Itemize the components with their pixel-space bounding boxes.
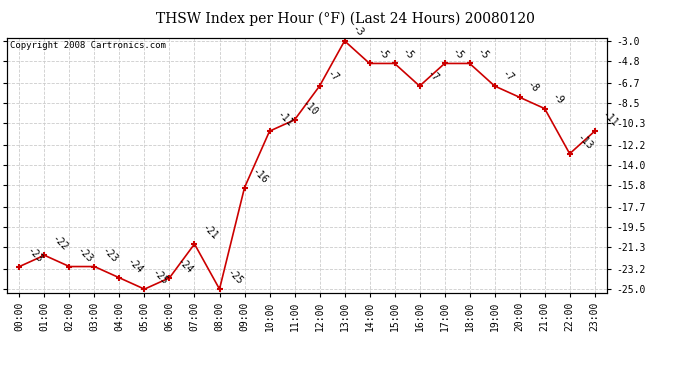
Text: -3: -3 [350,23,366,39]
Text: -11: -11 [600,110,620,129]
Text: -23: -23 [25,245,44,264]
Text: -23: -23 [100,245,119,264]
Text: -7: -7 [500,69,515,84]
Text: -22: -22 [50,234,70,253]
Text: -7: -7 [325,69,340,84]
Text: THSW Index per Hour (°F) (Last 24 Hours) 20080120: THSW Index per Hour (°F) (Last 24 Hours)… [155,11,535,26]
Text: -9: -9 [550,91,566,106]
Text: Copyright 2008 Cartronics.com: Copyright 2008 Cartronics.com [10,41,166,50]
Text: -16: -16 [250,166,270,185]
Text: -5: -5 [475,46,491,61]
Text: -11: -11 [275,110,295,129]
Text: -10: -10 [300,98,319,118]
Text: -7: -7 [425,69,440,84]
Text: -24: -24 [125,256,144,276]
Text: -13: -13 [575,132,595,152]
Text: -25: -25 [225,267,244,287]
Text: -25: -25 [150,267,170,287]
Text: -5: -5 [400,46,415,61]
Text: -21: -21 [200,222,219,242]
Text: -23: -23 [75,245,95,264]
Text: -5: -5 [450,46,466,61]
Text: -5: -5 [375,46,391,61]
Text: -24: -24 [175,256,195,276]
Text: -8: -8 [525,80,540,95]
